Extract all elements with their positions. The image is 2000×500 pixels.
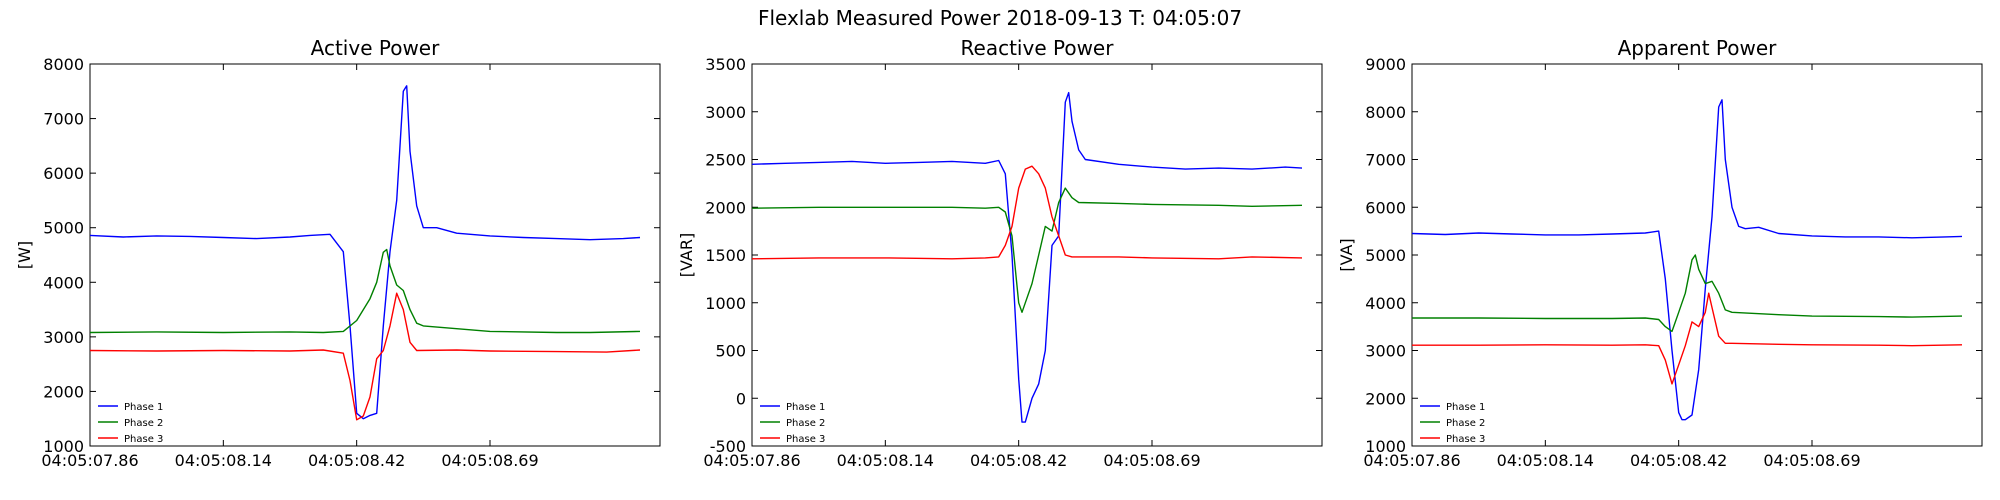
active-power-ytick-label: 7000 [43, 110, 84, 129]
active-power-title: Active Power [311, 36, 440, 60]
reactive-power-legend-label-3: Phase 3 [786, 434, 825, 445]
apparent-power-ytick-label: 8000 [1365, 103, 1406, 122]
reactive-power-ytick-label: 0 [736, 389, 746, 408]
reactive-power-xtick-label: 04:05:08.42 [970, 451, 1067, 470]
apparent-power-legend-label-3: Phase 3 [1446, 434, 1485, 445]
reactive-power-ytick-label: 1000 [705, 294, 746, 313]
apparent-power-xtick-label: 04:05:08.69 [1763, 451, 1860, 470]
apparent-power-series-line-3 [1412, 292, 1963, 385]
reactive-power-chart: Reactive Power [VAR] -500 0 500 1000 1500 2000 2… [677, 36, 1323, 470]
active-power-xtick-label: 04:05:08.69 [441, 451, 538, 470]
apparent-power-ytick-label: 4000 [1365, 294, 1406, 313]
reactive-power-ytick-label: -500 [710, 437, 746, 456]
figure-title: Flexlab Measured Power 2018-09-13 T: 04:… [757, 6, 1243, 30]
reactive-power-ylabel: [VAR] [677, 233, 696, 277]
reactive-power-series-line-3 [751, 165, 1303, 260]
active-power-legend-label-2: Phase 2 [124, 418, 163, 429]
active-power-series-line-3 [89, 292, 641, 421]
active-power-ytick-label: 1000 [43, 437, 84, 456]
active-power-ytick-label: 4000 [43, 273, 84, 292]
active-power-legend-label-3: Phase 3 [124, 434, 163, 445]
apparent-power-ytick-label: 5000 [1365, 246, 1406, 265]
apparent-power-chart: Apparent Power [VA] 1000 2000 3000 4000 5000 60… [1337, 36, 1983, 470]
reactive-power-ytick-label: 3500 [705, 55, 746, 74]
active-power-chart: Active Power [W] 1000 2000 3000 4000 5000 6000 7… [15, 36, 661, 470]
apparent-power-ytick-label: 7000 [1365, 151, 1406, 170]
apparent-power-ytick-label: 9000 [1365, 55, 1406, 74]
active-power-axes-frame [89, 63, 661, 447]
apparent-power-xtick-label: 04:05:07.86 [1363, 451, 1460, 470]
active-power-ytick-label: 2000 [43, 382, 84, 401]
active-power-ytick-label: 6000 [43, 164, 84, 183]
active-power-xtick-label: 04:05:07.86 [41, 451, 138, 470]
apparent-power-legend-label-1: Phase 1 [1446, 402, 1485, 413]
apparent-power-title: Apparent Power [1618, 36, 1778, 60]
active-power-legend-label-1: Phase 1 [124, 402, 163, 413]
apparent-power-xtick-label: 04:05:08.42 [1630, 451, 1727, 470]
apparent-power-ytick-label: 3000 [1365, 342, 1406, 361]
apparent-power-axes-frame [1411, 63, 1983, 447]
reactive-power-ytick-label: 500 [715, 342, 746, 361]
active-power-ytick-label: 3000 [43, 328, 84, 347]
apparent-power-series-line-2 [1412, 254, 1963, 333]
reactive-power-series-line-2 [751, 187, 1303, 313]
apparent-power-ytick-label: 6000 [1365, 198, 1406, 217]
reactive-power-xtick-label: 04:05:07.86 [703, 451, 800, 470]
active-power-xtick-label: 04:05:08.42 [308, 451, 405, 470]
apparent-power-ytick-label: 1000 [1365, 437, 1406, 456]
apparent-power-legend-label-2: Phase 2 [1446, 418, 1485, 429]
reactive-power-xtick-label: 04:05:08.14 [837, 451, 934, 470]
reactive-power-ytick-label: 3000 [705, 103, 746, 122]
reactive-power-ytick-label: 1500 [705, 246, 746, 265]
reactive-power-series-line-1 [751, 91, 1303, 423]
reactive-power-legend-label-1: Phase 1 [786, 402, 825, 413]
active-power-ytick-label: 8000 [43, 55, 84, 74]
apparent-power-xtick-label: 04:05:08.14 [1497, 451, 1594, 470]
reactive-power-ytick-label: 2000 [705, 198, 746, 217]
apparent-power-series-line-1 [1411, 99, 1963, 421]
reactive-power-title: Reactive Power [961, 36, 1115, 60]
reactive-power-ytick-label: 2500 [705, 151, 746, 170]
active-power-ytick-label: 5000 [43, 219, 84, 238]
active-power-ylabel: [W] [15, 241, 34, 269]
apparent-power-ytick-label: 2000 [1365, 389, 1406, 408]
active-power-xtick-label: 04:05:08.14 [175, 451, 272, 470]
apparent-power-ylabel: [VA] [1337, 238, 1356, 271]
active-power-series-line-2 [89, 248, 641, 334]
active-power-series-line-1 [89, 85, 641, 420]
reactive-power-legend-label-2: Phase 2 [786, 418, 825, 429]
reactive-power-xtick-label: 04:05:08.69 [1103, 451, 1200, 470]
